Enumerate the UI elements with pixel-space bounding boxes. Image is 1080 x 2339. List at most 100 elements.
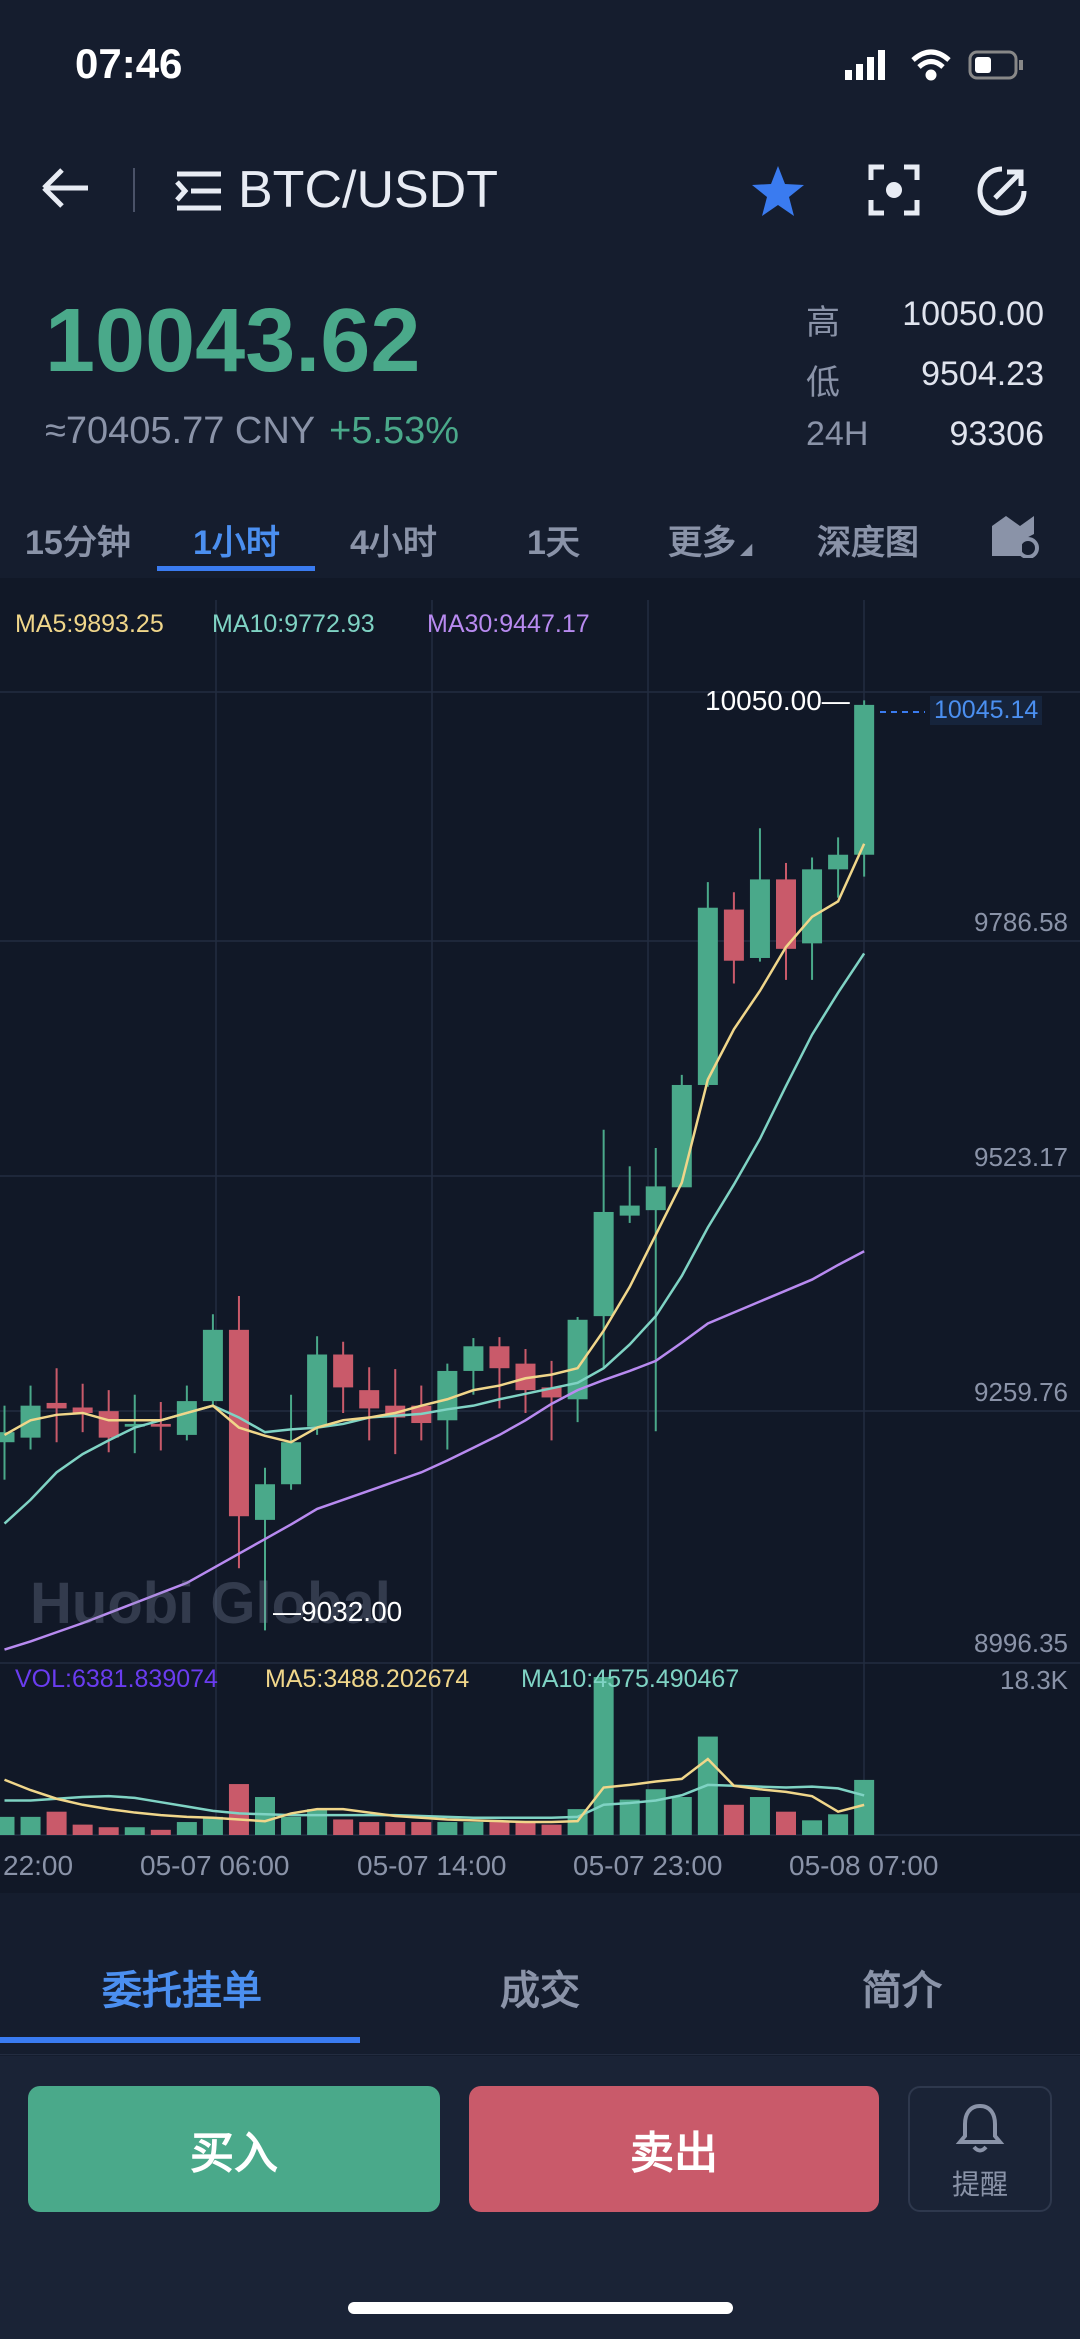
candle-body (671, 1084, 692, 1188)
tab-active-indicator (157, 566, 315, 571)
volume-bar (46, 1811, 67, 1835)
candle-body (281, 1442, 302, 1485)
volume-bar (228, 1784, 249, 1835)
tab-15m[interactable]: 15分钟 (25, 524, 131, 562)
tab-depth[interactable]: 深度图 (817, 524, 919, 562)
tab-4h[interactable]: 4小时 (350, 524, 437, 562)
volume-bar (202, 1816, 223, 1835)
cny-value: ≈70405.77 CNY (45, 410, 316, 452)
battery-icon (968, 50, 1023, 80)
volume-bar (176, 1822, 197, 1835)
share-icon[interactable] (975, 164, 1029, 218)
volume-bar (749, 1797, 770, 1835)
y-tick-label: 8996.35 (974, 1628, 1068, 1658)
vol-ma5-legend: MA5:3488.202674 (265, 1665, 470, 1693)
status-time: 07:46 (75, 40, 183, 87)
volume-bar (723, 1804, 744, 1835)
volume-bar (802, 1820, 823, 1835)
home-indicator[interactable] (348, 2302, 733, 2314)
kline-svg (0, 600, 1080, 1836)
candle-body (176, 1401, 197, 1435)
vol-ma10-line (4, 1783, 865, 1819)
candle-body (333, 1354, 354, 1388)
volume-bar (463, 1822, 484, 1835)
ma5-line (3, 843, 866, 1444)
sell-button[interactable]: 卖出 (469, 2086, 879, 2212)
y-tick-label: 9523.17 (974, 1142, 1068, 1172)
header-divider (133, 168, 135, 212)
candle-body (854, 704, 875, 855)
high-marker-value: 10050.00 (705, 685, 822, 716)
candle-body (150, 1423, 171, 1427)
tab-more-label: 更多 (668, 524, 736, 562)
menu-list-icon[interactable] (175, 170, 223, 212)
volume-bar (645, 1789, 666, 1835)
candle-body (749, 879, 770, 958)
candle-body (828, 854, 849, 870)
tab-1d[interactable]: 1天 (527, 524, 580, 562)
tab-intro[interactable]: 简介 (862, 1969, 942, 2013)
volume-bar (619, 1799, 640, 1835)
buy-button[interactable]: 买入 (28, 2086, 440, 2212)
candle-body (202, 1329, 223, 1402)
kline-chart[interactable] (0, 578, 1080, 1893)
candle-body (463, 1346, 484, 1371)
volume-bar (828, 1814, 849, 1835)
candle-body (228, 1329, 249, 1517)
x-tick-label: 05-07 14:00 (357, 1850, 507, 1881)
x-tick-label: 05-07 23:00 (573, 1850, 723, 1881)
stat-low-label: 低 (806, 364, 840, 402)
volume-bar (671, 1797, 692, 1835)
cny-price: ≈70405.77 CNY +5.53% (45, 410, 459, 453)
candle-body (802, 869, 823, 944)
candle-body (0, 1432, 15, 1443)
x-tick-label: 22:00 (3, 1850, 74, 1881)
candle-body (385, 1405, 406, 1418)
volume-bar (150, 1829, 171, 1835)
candle-body (255, 1484, 275, 1520)
volume-bar (541, 1824, 562, 1835)
candle-body (515, 1363, 536, 1391)
back-arrow-icon[interactable] (38, 165, 92, 211)
stat-high-label: 高 (806, 304, 840, 342)
stat-low-value: 9504.23 (921, 355, 1044, 393)
vol-max-label: 18.3K (1000, 1665, 1068, 1695)
candle-body (593, 1211, 614, 1317)
tab-orders[interactable]: 委托挂单 (102, 1969, 262, 2013)
pair-title[interactable]: BTC/USDT (238, 161, 498, 219)
volume-bar (0, 1816, 15, 1835)
tab-1h[interactable]: 1小时 (193, 524, 280, 562)
candle-body (776, 879, 796, 949)
stat-high-value: 10050.00 (902, 295, 1044, 333)
alert-button[interactable]: 提醒 (908, 2086, 1052, 2212)
watermark: Huobi Global (30, 1571, 391, 1636)
volume-bar (489, 1822, 510, 1835)
volume-bar (307, 1809, 328, 1835)
y-tick-label: 9786.58 (974, 907, 1068, 937)
bottom-tab-indicator (0, 2037, 360, 2043)
candle-body (98, 1411, 119, 1438)
candle-body (541, 1387, 562, 1398)
vol-legend: VOL:6381.839074 (15, 1665, 218, 1693)
candle-body (46, 1402, 67, 1409)
change-percent: +5.53% (329, 410, 460, 452)
volume-bar (437, 1822, 458, 1835)
dropdown-triangle-icon: ◢ (740, 541, 753, 558)
volume-bar (776, 1811, 796, 1835)
volume-bar (281, 1816, 302, 1835)
tab-trades[interactable]: 成交 (500, 1969, 580, 2013)
volume-bar (255, 1797, 275, 1835)
legend-ma30: MA30:9447.17 (427, 610, 590, 638)
candle-body (697, 907, 718, 1085)
candle-body (359, 1390, 380, 1409)
chart-settings-icon[interactable] (990, 512, 1040, 558)
star-icon[interactable] (750, 164, 806, 218)
candle-body (124, 1423, 145, 1427)
tab-more[interactable]: 更多 ◢ (668, 515, 752, 564)
volume-bar (72, 1824, 93, 1835)
volume-bar (98, 1827, 119, 1835)
signal-icon (845, 50, 885, 80)
screenshot-icon[interactable] (868, 164, 920, 216)
vol-ma5-line (4, 1757, 865, 1824)
candle-body (72, 1407, 93, 1413)
